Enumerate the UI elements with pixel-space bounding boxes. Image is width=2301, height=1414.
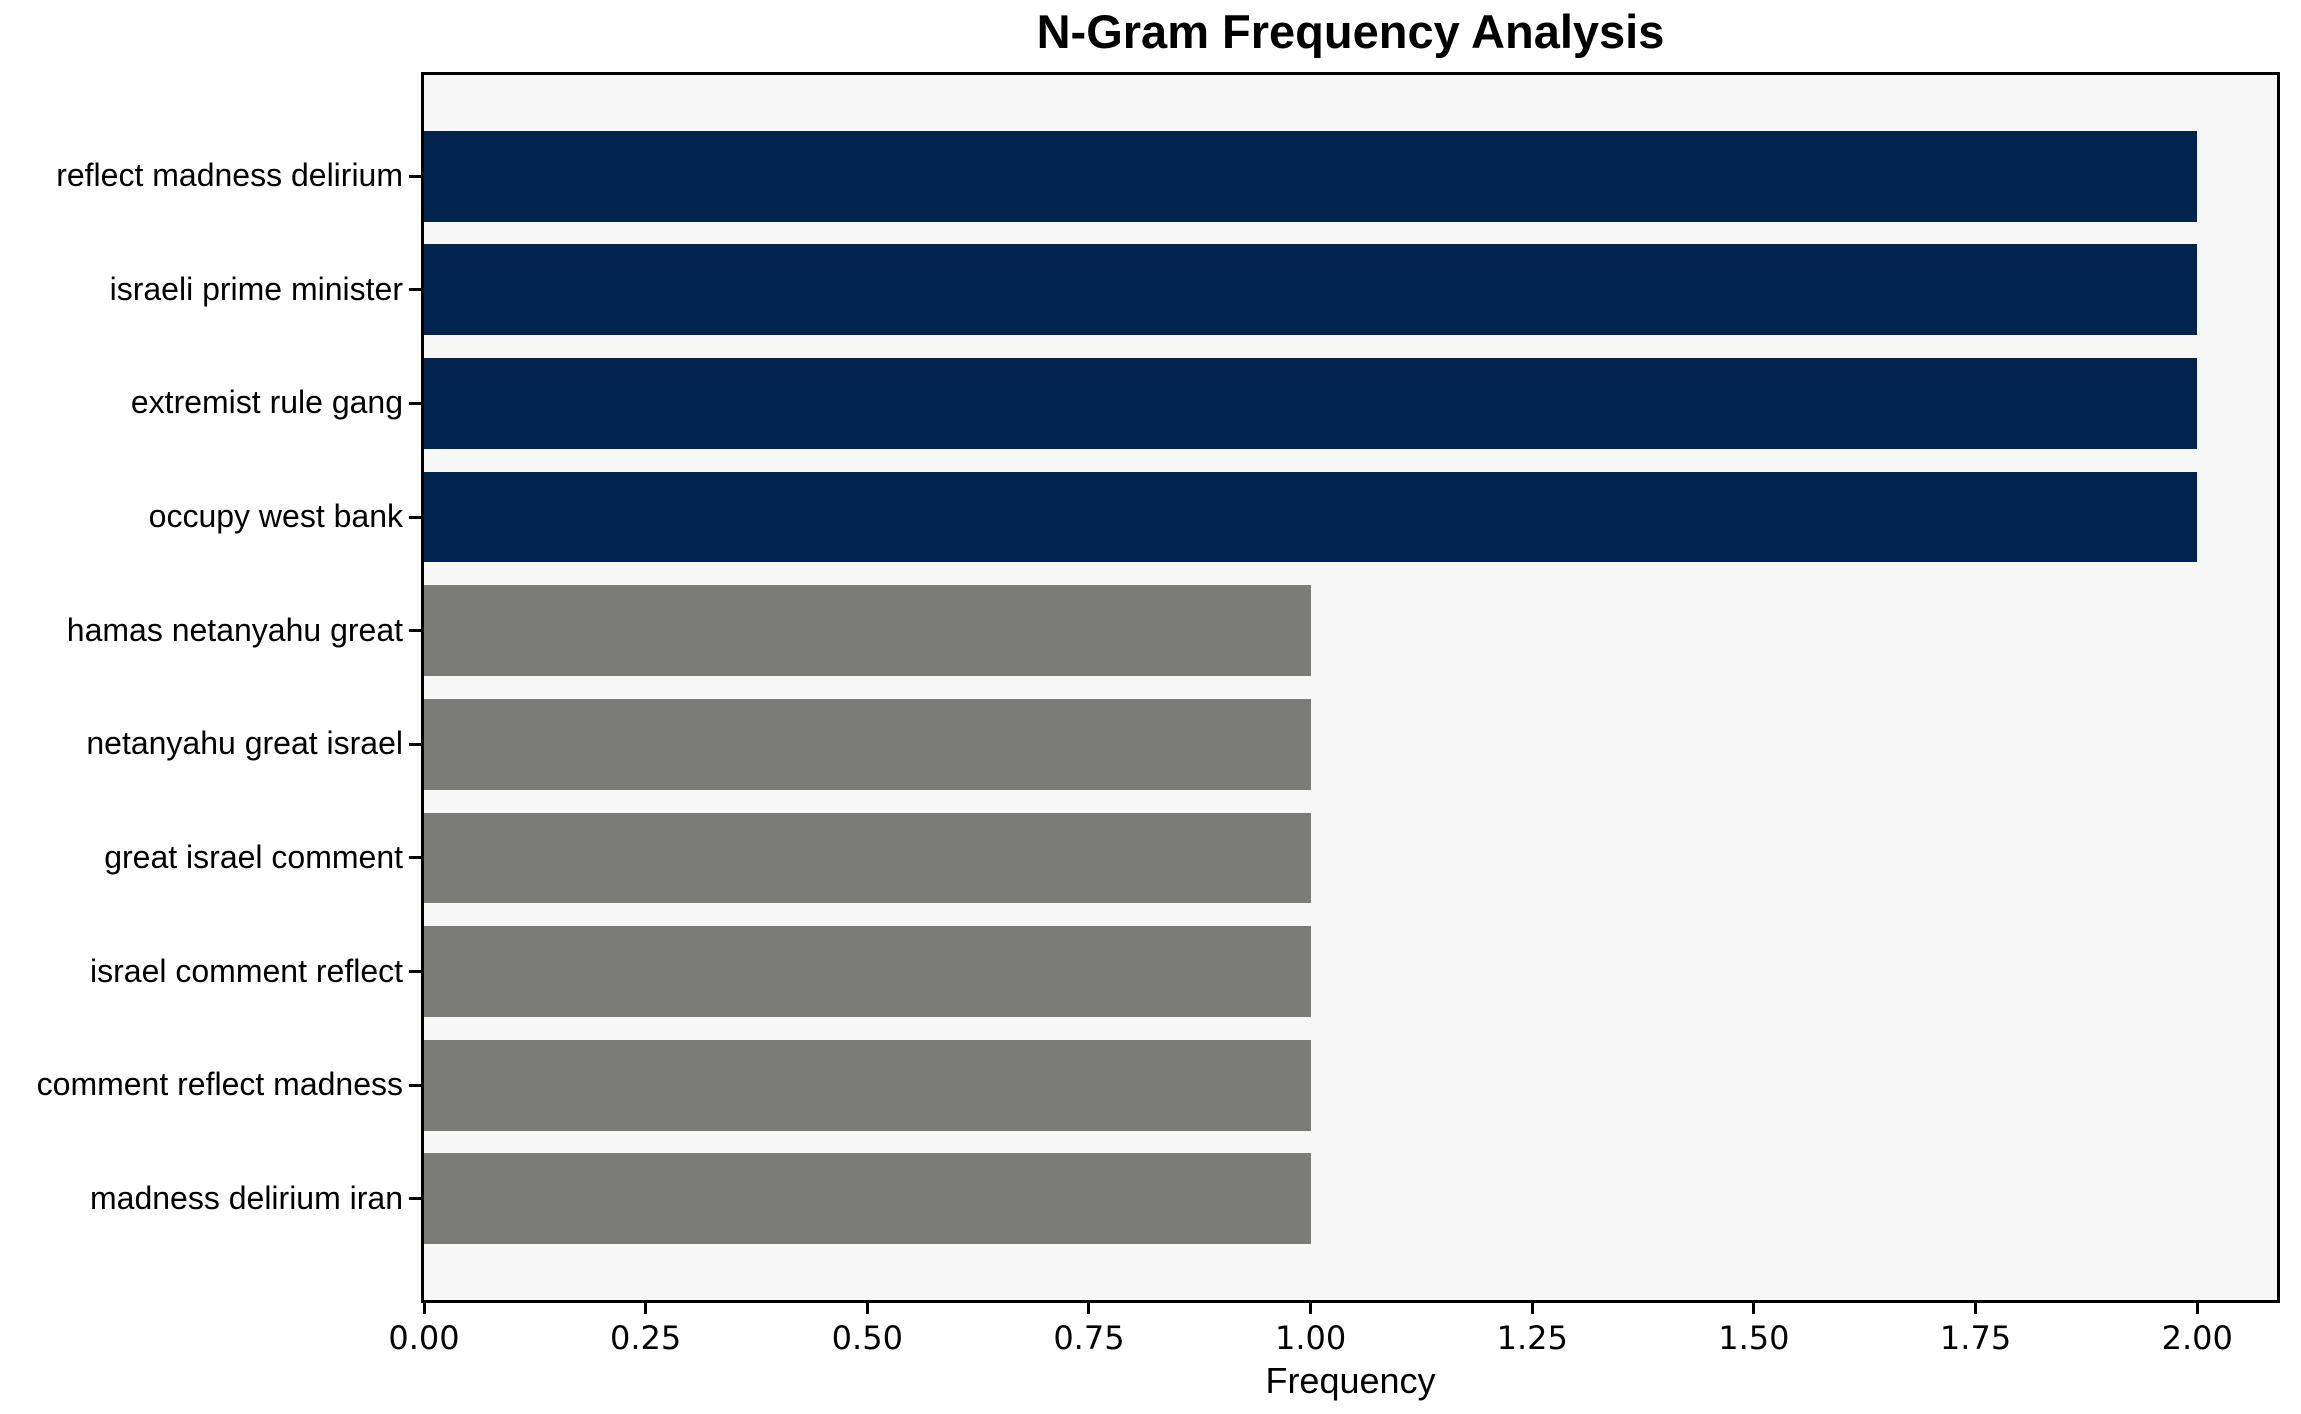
- x-tick-mark: [865, 1303, 869, 1314]
- y-tick-mark: [409, 970, 421, 974]
- bar: [424, 357, 2198, 449]
- y-tick-mark: [409, 515, 421, 519]
- x-tick-mark: [2195, 1303, 2199, 1314]
- x-tick-label: 0.50: [831, 1319, 903, 1357]
- bar: [424, 1039, 1311, 1131]
- y-tick-mark: [409, 629, 421, 633]
- x-tick-mark: [1530, 1303, 1534, 1314]
- x-axis-title: Frequency: [1265, 1360, 1436, 1401]
- y-tick-label: hamas netanyahu great: [66, 611, 403, 648]
- bar: [424, 471, 2198, 563]
- x-tick-mark: [1087, 1303, 1091, 1314]
- y-tick-label: occupy west bank: [148, 497, 403, 534]
- y-tick-mark: [409, 856, 421, 860]
- x-tick-label: 1.75: [1939, 1319, 2012, 1357]
- y-tick-label: israeli prime minister: [109, 270, 403, 307]
- bar: [424, 698, 1311, 790]
- y-tick-mark: [409, 742, 421, 746]
- x-tick-mark: [422, 1303, 426, 1314]
- y-tick-mark: [409, 288, 421, 292]
- bar: [424, 1153, 1311, 1245]
- y-tick-label: israel comment reflect: [90, 952, 403, 989]
- x-tick-label: 1.50: [1718, 1319, 1790, 1357]
- y-tick-label: reflect madness delirium: [56, 156, 403, 193]
- x-tick-label: 1.00: [1274, 1319, 1347, 1357]
- x-tick-mark: [1752, 1303, 1756, 1314]
- y-tick-mark: [409, 401, 421, 405]
- x-tick-label: 0.75: [1053, 1319, 1125, 1357]
- x-tick-mark: [1309, 1303, 1313, 1314]
- chart-title: N-Gram Frequency Analysis: [1036, 5, 1665, 58]
- bar: [424, 585, 1311, 677]
- bar: [424, 812, 1311, 904]
- x-tick-label: 1.25: [1496, 1319, 1568, 1357]
- x-tick-label: 2.00: [2161, 1319, 2233, 1357]
- y-tick-label: extremist rule gang: [130, 384, 403, 421]
- plot-area: [421, 72, 2280, 1303]
- bar: [424, 130, 2198, 222]
- x-tick-mark: [644, 1303, 648, 1314]
- y-tick-mark: [409, 1083, 421, 1087]
- y-tick-label: netanyahu great israel: [86, 725, 403, 762]
- x-tick-label: 0.25: [610, 1319, 682, 1357]
- bar: [424, 244, 2198, 336]
- y-tick-label: great israel comment: [104, 838, 403, 875]
- y-tick-mark: [409, 174, 421, 178]
- bar: [424, 926, 1311, 1018]
- y-tick-label: madness delirium iran: [89, 1179, 403, 1216]
- x-tick-label: 0.00: [388, 1319, 460, 1357]
- y-tick-label: comment reflect madness: [36, 1065, 403, 1102]
- x-tick-mark: [1974, 1303, 1978, 1314]
- y-tick-mark: [409, 1197, 421, 1201]
